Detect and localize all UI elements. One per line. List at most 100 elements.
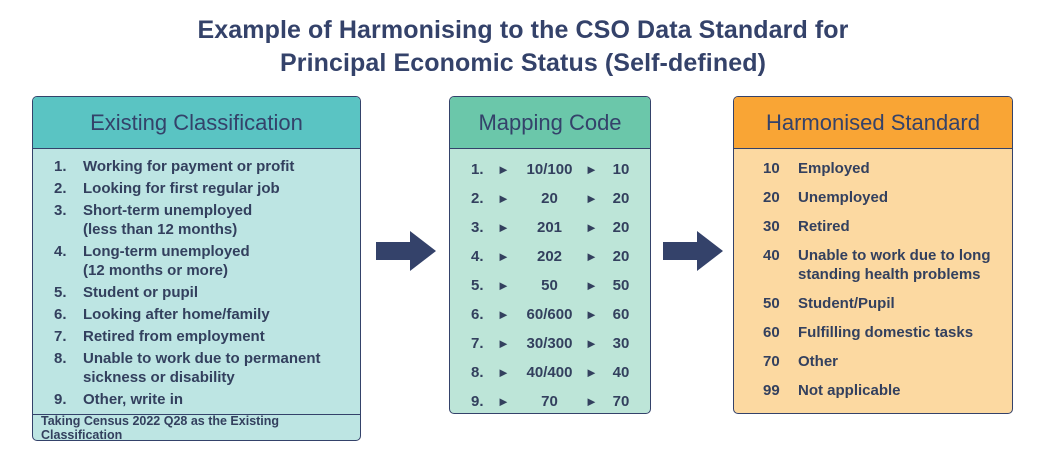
item-number: 8. (54, 350, 67, 367)
standard-code: 30 (763, 218, 780, 235)
mapping-row: 2. ► 20 ► 20 (450, 185, 650, 214)
play-arrow-icon: ► (585, 394, 598, 409)
item-number: 1. (54, 158, 67, 175)
play-arrow-icon: ► (585, 278, 598, 293)
existing-classification-list: 1. Working for payment or profit 2. Looking… (33, 149, 360, 409)
mapping-source-code: 202 (536, 248, 563, 265)
list-item: 20 Unemployed (734, 188, 1012, 207)
existing-classification-panel: Existing Classification 1. Working for pa… (32, 96, 361, 441)
mapping-source-code: 20 (541, 190, 558, 207)
standard-code: 10 (763, 160, 780, 177)
list-item: 5. Student or pupil (33, 283, 360, 302)
standard-label: Retired (798, 218, 850, 235)
mapping-target-code: 20 (612, 248, 630, 265)
item-number: 5. (54, 284, 67, 301)
mapping-row: 4. ► 202 ► 20 (450, 243, 650, 272)
mapping-source-code: 10/100 (526, 161, 573, 178)
play-arrow-icon: ► (585, 365, 598, 380)
list-item: 30 Retired (734, 217, 1012, 236)
play-arrow-icon: ► (497, 394, 510, 409)
mapping-source-code: 201 (536, 219, 563, 236)
mapping-source-code: 70 (541, 393, 558, 410)
title-line-1: Example of Harmonising to the CSO Data S… (197, 16, 849, 44)
mapping-number: 4. (471, 248, 484, 265)
mapping-target-code: 60 (612, 306, 630, 323)
title-line-2: Principal Economic Status (Self-defined) (279, 49, 767, 77)
play-arrow-icon: ► (497, 162, 510, 177)
list-item: 1. Working for payment or profit (33, 157, 360, 176)
list-item: 2. Looking for first regular job (33, 179, 360, 198)
standard-code: 40 (763, 247, 780, 264)
item-number: 7. (54, 328, 67, 345)
mapping-target-code: 40 (612, 364, 630, 381)
item-text: Working for payment or profit (83, 158, 295, 175)
item-text: Looking after home/family (83, 306, 270, 323)
list-item: 6. Looking after home/family (33, 305, 360, 324)
play-arrow-icon: ► (497, 191, 510, 206)
right-arrow-icon (663, 231, 723, 271)
standard-label: Student/Pupil (798, 295, 895, 312)
list-item: 70 Other (734, 352, 1012, 371)
list-item: 10 Employed (734, 159, 1012, 178)
existing-classification-footer: Taking Census 2022 Q28 as the Existing C… (33, 414, 360, 440)
play-arrow-icon: ► (585, 191, 598, 206)
mapping-target-code: 20 (612, 219, 630, 236)
standard-code: 50 (763, 295, 780, 312)
mapping-target-code: 30 (612, 335, 630, 352)
diagram-title: Example of Harmonising to the CSO Data S… (0, 14, 1046, 80)
mapping-target-code: 20 (612, 190, 630, 207)
mapping-number: 8. (471, 364, 484, 381)
standard-code: 60 (763, 324, 780, 341)
play-arrow-icon: ► (585, 249, 598, 264)
mapping-number: 5. (471, 277, 484, 294)
play-arrow-icon: ► (497, 365, 510, 380)
play-arrow-icon: ► (497, 249, 510, 264)
mapping-number: 1. (471, 161, 484, 178)
harmonised-standard-list: 10 Employed 20 Unemployed 30 Retired 40 Unable … (734, 149, 1012, 400)
item-text: Looking for first regular job (83, 180, 280, 197)
mapping-code-panel: Mapping Code 1. ► 10/100 ► 10 2. ► 20 ► 20 3. ► 201 ►… (449, 96, 651, 414)
list-item: 99 Not applicable (734, 381, 1012, 400)
mapping-number: 7. (471, 335, 484, 352)
standard-code: 20 (763, 189, 780, 206)
mapping-row: 5. ► 50 ► 50 (450, 272, 650, 301)
list-item: 50 Student/Pupil (734, 294, 1012, 313)
standard-label: Unemployed (798, 189, 889, 206)
play-arrow-icon: ► (497, 220, 510, 235)
play-arrow-icon: ► (585, 336, 598, 351)
item-number: 3. (54, 202, 67, 219)
mapping-number: 6. (471, 306, 484, 323)
item-number: 9. (54, 391, 67, 408)
list-item: 7. Retired from employment (33, 327, 360, 346)
mapping-number: 2. (471, 190, 484, 207)
mapping-target-code: 70 (612, 393, 630, 410)
play-arrow-icon: ► (497, 307, 510, 322)
list-item: 60 Fulfilling domestic tasks (734, 323, 1012, 342)
mapping-number: 3. (471, 219, 484, 236)
item-number: 2. (54, 180, 67, 197)
standard-label: Employed (798, 160, 870, 177)
standard-code: 70 (763, 353, 780, 370)
item-number: 4. (54, 243, 67, 260)
play-arrow-icon: ► (585, 220, 598, 235)
standard-label: Fulfilling domestic tasks (798, 324, 974, 341)
mapping-code-header: Mapping Code (450, 97, 650, 149)
standard-label: Not applicable (798, 382, 901, 399)
item-text: Unable to work due to permanent sickness… (83, 350, 321, 386)
mapping-row: 1. ► 10/100 ► 10 (450, 156, 650, 185)
mapping-row: 8. ► 40/400 ► 40 (450, 359, 650, 388)
play-arrow-icon: ► (497, 336, 510, 351)
list-item: 8. Unable to work due to permanent sickne… (33, 349, 360, 387)
standard-label: Unable to work due to long standing heal… (798, 247, 991, 283)
standard-label: Other (798, 353, 839, 370)
list-item: 40 Unable to work due to long standing he… (734, 246, 1012, 284)
mapping-row: 6. ► 60/600 ► 60 (450, 301, 650, 330)
harmonised-standard-header: Harmonised Standard (734, 97, 1012, 149)
mapping-target-code: 10 (612, 161, 630, 178)
item-text: Short-term unemployed (less than 12 mont… (83, 202, 253, 238)
mapping-source-code: 40/400 (526, 364, 573, 381)
harmonised-standard-panel: Harmonised Standard 10 Employed 20 Unemploy… (733, 96, 1013, 414)
list-item: 3. Short-term unemployed (less than 12 mo… (33, 201, 360, 239)
play-arrow-icon: ► (585, 307, 598, 322)
mapping-number: 9. (471, 393, 484, 410)
